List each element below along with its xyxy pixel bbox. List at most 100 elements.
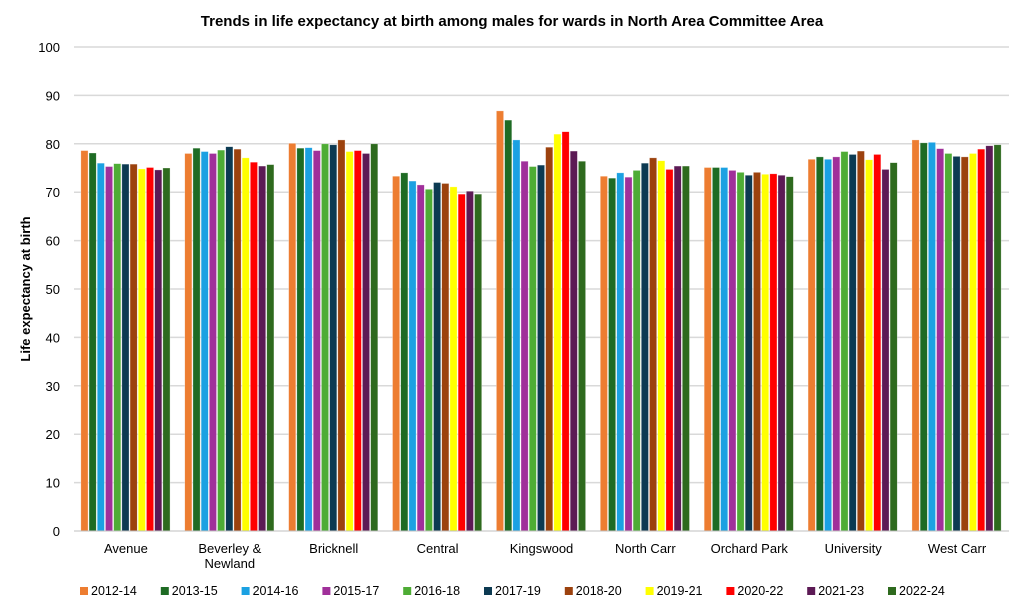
bar	[977, 148, 986, 532]
bar	[807, 158, 816, 532]
bar	[911, 139, 920, 532]
legend-label: 2017-19	[495, 584, 541, 598]
x-tick-label: Beverley & Newland	[198, 541, 261, 571]
legend-swatch	[645, 587, 654, 595]
bar	[200, 151, 209, 532]
y-tick-label: 100	[38, 40, 60, 55]
bar	[184, 153, 193, 532]
y-tick-label: 20	[46, 427, 60, 442]
legend-item: 2013-15	[160, 584, 218, 598]
bar	[425, 188, 433, 532]
y-tick-label: 30	[46, 379, 60, 394]
bar	[703, 167, 712, 532]
bar	[88, 152, 97, 532]
bar	[416, 184, 425, 532]
bar	[608, 177, 616, 532]
bar	[258, 165, 267, 532]
legend-label: 2019-21	[657, 584, 703, 598]
legend-label: 2013-15	[172, 584, 218, 598]
x-tick-label: North Carr	[615, 541, 676, 556]
bar	[769, 173, 778, 532]
bar	[744, 174, 753, 532]
bar	[496, 110, 504, 532]
bar	[616, 172, 625, 532]
bar	[578, 160, 586, 532]
legend-item: 2016-18	[403, 584, 460, 598]
legend-swatch	[322, 587, 331, 595]
bar	[681, 165, 690, 532]
bar	[561, 131, 570, 532]
legend-label: 2012-14	[91, 584, 137, 598]
bar	[353, 150, 362, 532]
legend-item: 2017-19	[484, 584, 541, 598]
bar	[936, 148, 945, 532]
bar	[337, 139, 346, 532]
bar	[624, 176, 633, 532]
bar	[217, 149, 226, 532]
bar	[985, 145, 994, 532]
bar	[944, 153, 953, 532]
bar	[408, 180, 417, 532]
bar	[233, 148, 242, 532]
x-tick-label: Orchard Park	[711, 541, 789, 556]
bar	[520, 160, 529, 532]
bar	[225, 146, 234, 532]
bar	[881, 169, 890, 532]
bar	[928, 142, 936, 532]
legend-item: 2012-14	[80, 584, 137, 598]
bar	[736, 172, 745, 532]
bar	[569, 150, 578, 532]
legend-item: 2019-21	[645, 584, 703, 598]
bar	[824, 158, 832, 532]
legend-swatch	[726, 587, 735, 595]
bar	[105, 166, 113, 532]
y-axis-label: Life expectancy at birth	[18, 216, 33, 361]
bar	[720, 167, 729, 532]
bar	[840, 151, 849, 532]
legend-item: 2014-16	[241, 584, 299, 598]
bar	[728, 170, 737, 532]
legend-swatch	[403, 587, 412, 595]
legend-label: 2014-16	[253, 584, 299, 598]
legend-item: 2021-23	[807, 584, 864, 598]
bar	[753, 172, 761, 532]
bar	[296, 147, 305, 532]
bar	[657, 160, 666, 532]
bar	[873, 154, 882, 532]
legend-swatch	[564, 587, 573, 595]
bar	[474, 193, 483, 532]
x-tick-label: Kingswood	[510, 541, 574, 556]
bar	[785, 176, 794, 532]
bar	[433, 182, 442, 532]
bar	[96, 162, 105, 532]
legend-swatch	[888, 587, 896, 595]
bar	[777, 174, 786, 532]
bar	[673, 165, 682, 532]
bars	[80, 110, 1002, 532]
bar	[457, 193, 466, 532]
bar	[288, 143, 297, 532]
bar	[632, 170, 641, 532]
legend-item: 2015-17	[322, 584, 379, 598]
legend-swatch	[484, 587, 492, 595]
bar	[504, 119, 513, 532]
bar	[528, 166, 537, 532]
bar	[545, 146, 554, 532]
legend-label: 2016-18	[414, 584, 460, 598]
bar	[146, 167, 154, 532]
bar	[121, 163, 130, 532]
bar	[137, 168, 146, 532]
bar	[960, 156, 969, 532]
bar	[512, 139, 521, 532]
legend: 2012-14 2013-15 2014-16 2015-17 2016-18 2017-…	[80, 584, 945, 598]
bar	[370, 143, 379, 532]
y-tick-label: 10	[46, 476, 60, 491]
bar	[919, 142, 928, 532]
x-tick-label: West Carr	[928, 541, 987, 556]
bar	[80, 150, 89, 532]
bar	[889, 162, 898, 532]
y-tick-label: 90	[46, 88, 60, 103]
bar	[250, 161, 258, 532]
bar	[856, 150, 865, 532]
